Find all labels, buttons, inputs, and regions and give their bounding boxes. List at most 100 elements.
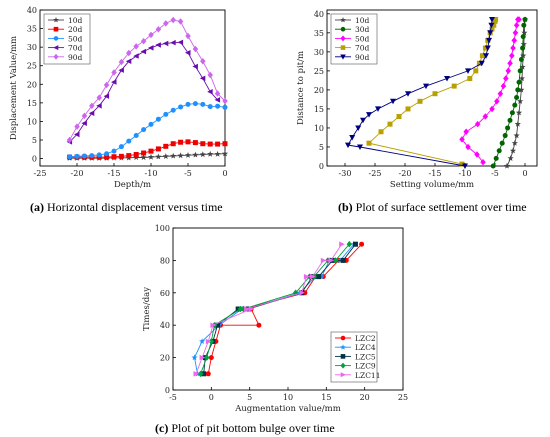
data-point-b-3-11 — [476, 60, 482, 66]
data-point-a-2-13 — [163, 111, 169, 117]
data-point-b-0-11 — [520, 52, 527, 59]
data-point-b-3-8 — [451, 83, 457, 89]
data-point-a-3-15 — [177, 39, 184, 46]
data-point-b-3-3 — [387, 121, 393, 127]
data-point-a-4-13 — [163, 20, 169, 27]
data-point-a-2-5 — [104, 151, 110, 157]
data-point-b-1-1 — [493, 155, 499, 161]
x-tick-label-b-0: -30 — [339, 169, 352, 178]
data-point-b-0-10 — [519, 63, 526, 70]
data-point-b-0-2 — [509, 147, 517, 154]
x-tick-label-b-2: -20 — [399, 169, 412, 178]
data-point-a-4-5 — [103, 81, 110, 89]
data-point-b-3-1 — [366, 140, 372, 146]
data-point-c-4-4 — [248, 306, 255, 312]
legend-marker-b-2 — [340, 35, 346, 42]
data-point-a-4-7 — [118, 58, 125, 66]
x-tick-label-b-6: 0 — [522, 169, 527, 178]
data-point-c-4-3 — [210, 322, 216, 328]
data-point-a-1-21 — [222, 141, 228, 147]
legend-marker-a-4 — [53, 53, 59, 60]
data-point-a-1-13 — [163, 143, 169, 149]
data-point-a-3-5 — [103, 93, 110, 99]
legend-label-b-0: 10d — [355, 16, 370, 25]
data-point-a-1-7 — [118, 153, 124, 159]
data-point-b-2-5 — [474, 120, 481, 128]
data-point-a-3-13 — [162, 40, 169, 47]
data-point-b-2-7 — [489, 105, 495, 113]
data-point-a-3-10 — [140, 48, 147, 55]
data-point-c-4-7 — [303, 273, 310, 280]
data-point-a-3-12 — [155, 42, 161, 48]
data-point-b-2-11 — [503, 75, 509, 82]
data-point-c-0-1 — [208, 355, 214, 361]
plot-frame-a — [39, 9, 226, 167]
data-point-c-4-1 — [199, 354, 206, 361]
data-point-a-2-9 — [133, 133, 139, 139]
data-point-a-3-17 — [192, 63, 198, 70]
data-point-c-4-9 — [320, 257, 327, 264]
legend-label-b-4: 90d — [355, 53, 370, 62]
data-point-a-4-1 — [74, 123, 80, 130]
data-point-a-0-17 — [192, 151, 199, 158]
data-point-b-1-8 — [512, 102, 518, 108]
y-tick-label-a-6: 30 — [27, 43, 37, 52]
data-point-b-0-3 — [511, 139, 518, 146]
data-point-c-2-10 — [340, 257, 346, 263]
legend-marker-b-4 — [340, 54, 346, 60]
caption-b: (b) Plot of surface settlement over time — [338, 200, 527, 215]
data-point-a-3-1 — [74, 131, 80, 138]
data-point-b-1-16 — [521, 22, 527, 28]
data-point-b-1-15 — [520, 34, 526, 40]
data-point-b-2-6 — [482, 113, 489, 120]
x-tick-label-a-2: -15 — [108, 169, 121, 178]
data-point-a-1-5 — [104, 154, 110, 160]
data-point-a-0-18 — [199, 151, 206, 158]
caption-a: (a) Horizontal displacement versus time — [30, 200, 223, 215]
series-a-3 — [66, 39, 221, 145]
legend-marker-a-0 — [53, 17, 59, 23]
data-point-a-2-18 — [200, 101, 206, 107]
legend-marker-c-1 — [340, 344, 346, 350]
caption-a-tag: (a) — [30, 200, 44, 214]
data-point-a-1-16 — [185, 139, 191, 145]
data-point-a-1-14 — [170, 141, 176, 147]
data-point-b-3-10 — [473, 68, 479, 74]
y-tick-label-a-3: 15 — [27, 99, 37, 108]
data-point-b-1-6 — [507, 117, 513, 123]
data-point-b-4-7 — [375, 106, 381, 112]
legend-box-c — [330, 331, 378, 383]
legend-box-a — [43, 13, 91, 65]
data-point-c-0-4 — [256, 322, 262, 328]
x-tick-label-c-4: 15 — [321, 393, 331, 402]
panel-b: -30 -25 -20 -15 -10 -5 0 0 5 10 15 20 25 30 35 40 Settin… — [275, 0, 550, 196]
data-point-b-4-18 — [488, 22, 495, 29]
data-point-a-1-8 — [126, 153, 132, 159]
data-point-a-4-17 — [192, 45, 199, 53]
data-point-c-3-5 — [240, 305, 247, 313]
legend-marker-b-0 — [340, 17, 346, 23]
data-point-a-1-6 — [111, 154, 117, 160]
data-point-a-2-10 — [141, 127, 147, 133]
y-tick-label-a-4: 20 — [27, 80, 37, 89]
series-b-3 — [366, 17, 499, 167]
data-point-b-4-6 — [366, 112, 372, 118]
data-point-b-2-17 — [512, 29, 519, 37]
data-point-b-1-0 — [490, 163, 496, 169]
data-point-a-4-11 — [148, 31, 154, 39]
data-point-a-4-4 — [96, 94, 102, 101]
y-tick-label-c-1: 20 — [160, 354, 170, 363]
series-line-c-3 — [200, 243, 350, 374]
data-point-b-1-4 — [502, 133, 508, 139]
legend-label-a-4: 90d — [68, 53, 83, 62]
series-line-a-2 — [69, 103, 226, 158]
data-point-b-1-3 — [499, 140, 505, 146]
series-line-a-4 — [69, 19, 226, 141]
data-point-c-4-10 — [328, 257, 334, 264]
panel-c: -5 0 5 10 15 20 25 0 20 40 60 80 100 Augmentation val… — [135, 218, 410, 416]
caption-c-tag: (c) — [155, 421, 169, 435]
data-point-b-1-7 — [509, 110, 515, 116]
data-point-a-1-17 — [192, 140, 198, 146]
data-point-a-2-7 — [118, 144, 124, 150]
x-axis-label-a: Depth/m — [114, 180, 151, 190]
